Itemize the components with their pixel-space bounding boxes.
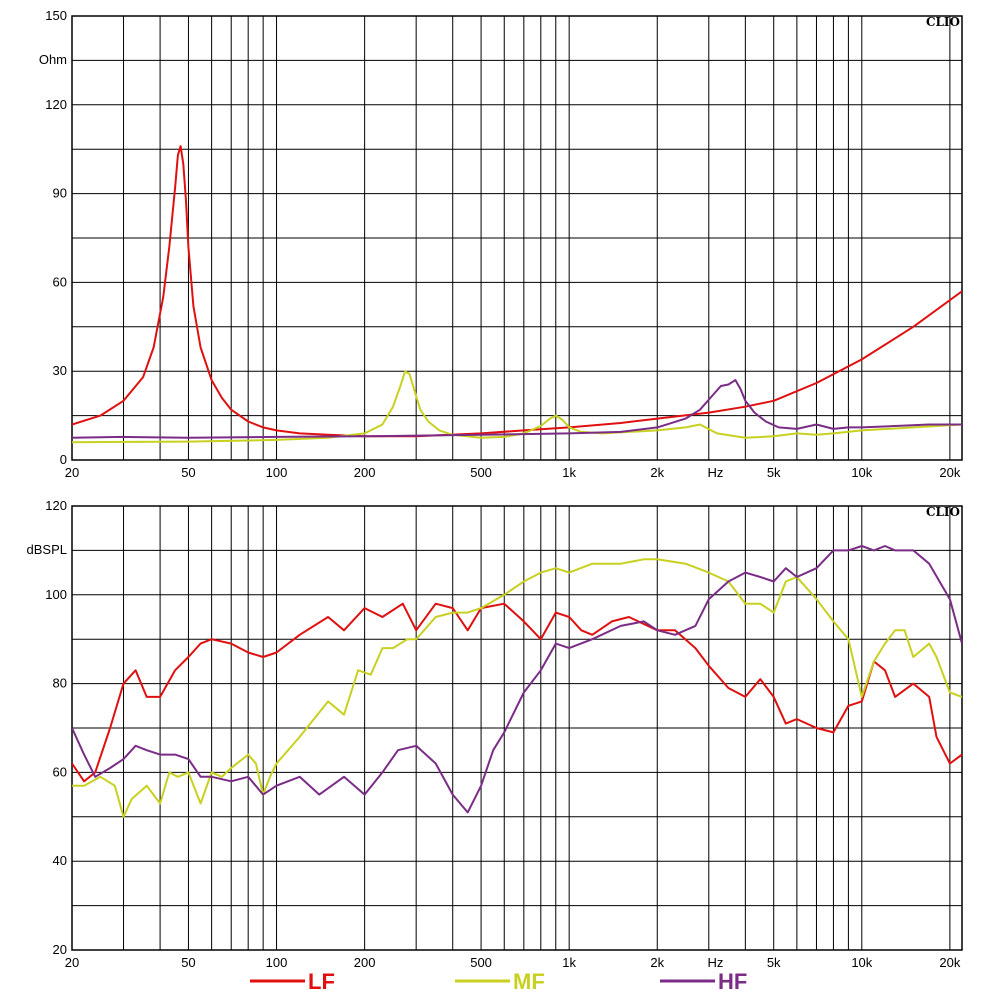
series-line-mf bbox=[72, 558, 962, 818]
legend-label-hf: HF bbox=[718, 969, 747, 994]
y-tick-label: 120 bbox=[45, 97, 67, 112]
x-tick-label: 50 bbox=[181, 955, 195, 970]
y-tick-label: 20 bbox=[53, 942, 67, 957]
y-tick-label: 150 bbox=[45, 8, 67, 23]
legend-label-mf: MF bbox=[513, 969, 545, 994]
x-tick-label: 1k bbox=[562, 465, 576, 480]
y-tick-label: 60 bbox=[53, 274, 67, 289]
series-line-hf bbox=[72, 379, 962, 439]
x-tick-label: 20k bbox=[939, 465, 960, 480]
x-tick-label: 2k bbox=[650, 955, 664, 970]
x-tick-label: 10k bbox=[851, 955, 872, 970]
y-tick-label: 0 bbox=[60, 452, 67, 467]
y-tick-label: 100 bbox=[45, 587, 67, 602]
clio-brand: CLIO bbox=[926, 15, 960, 29]
x-tick-label: 500 bbox=[470, 465, 492, 480]
y-tick-label: 90 bbox=[53, 186, 67, 201]
x-tick-label: 50 bbox=[181, 465, 195, 480]
y-tick-label: 120 bbox=[45, 498, 67, 513]
x-tick-label: 20 bbox=[65, 955, 79, 970]
y-tick-label: 40 bbox=[53, 853, 67, 868]
y-tick-label: 80 bbox=[53, 676, 67, 691]
legend: LF MF HF bbox=[250, 969, 747, 994]
x-axis-unit-label: Hz bbox=[708, 955, 724, 970]
x-tick-label: 100 bbox=[266, 955, 288, 970]
series-line-lf bbox=[72, 602, 962, 783]
y-axis-unit-label: Ohm bbox=[39, 52, 67, 67]
series-line-lf bbox=[72, 145, 962, 438]
x-tick-label: 20 bbox=[65, 465, 79, 480]
clio-brand: CLIO bbox=[926, 505, 960, 519]
spl-panel: 20 40 60 80 100 120 dBSPL 20 50 100 200 500 1k 2k 5k 10… bbox=[27, 498, 963, 970]
x-tick-label: 100 bbox=[266, 465, 288, 480]
y-tick-label: 30 bbox=[53, 363, 67, 378]
x-tick-label: 500 bbox=[470, 955, 492, 970]
legend-label-lf: LF bbox=[308, 969, 335, 994]
x-axis-unit-label: Hz bbox=[708, 465, 724, 480]
x-tick-label: 5k bbox=[767, 465, 781, 480]
x-tick-label: 1k bbox=[562, 955, 576, 970]
x-tick-label: 20k bbox=[939, 955, 960, 970]
x-tick-label: 10k bbox=[851, 465, 872, 480]
x-tick-label: 2k bbox=[650, 465, 664, 480]
impedance-panel: 0 30 60 90 120 150 Ohm 20 50 100 200 500 1k 2k 5k 10k 20… bbox=[39, 8, 963, 480]
x-tick-label: 5k bbox=[767, 955, 781, 970]
x-tick-label: 200 bbox=[354, 465, 376, 480]
y-tick-label: 60 bbox=[53, 764, 67, 779]
y-axis-unit-label: dBSPL bbox=[27, 542, 67, 557]
series-line-mf bbox=[72, 370, 962, 444]
series-line-hf bbox=[72, 545, 962, 814]
x-tick-label: 200 bbox=[354, 955, 376, 970]
